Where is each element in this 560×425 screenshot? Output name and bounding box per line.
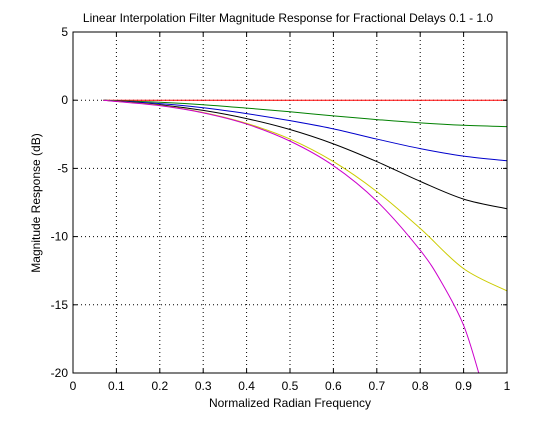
plot-area — [73, 32, 507, 373]
y-tick-label: 5 — [61, 25, 68, 39]
x-tick-label: 0.2 — [151, 379, 168, 393]
series-line-3 — [103, 99, 508, 162]
x-tick-label: 1 — [504, 379, 511, 393]
y-axis-label: Magnitude Response (dB) — [29, 133, 43, 272]
x-tick-label: 0.7 — [368, 379, 385, 393]
x-axis-label: Normalized Radian Frequency — [209, 396, 371, 410]
x-tick-label: 0.9 — [455, 379, 472, 393]
x-tick-label: 0.4 — [238, 379, 255, 393]
y-tick-label: -15 — [51, 298, 69, 312]
x-tick-label: 0 — [70, 379, 77, 393]
x-tick-label: 0.3 — [195, 379, 212, 393]
series-line-6 — [103, 99, 480, 374]
y-tick-label: -20 — [51, 366, 69, 380]
y-tick-label: -5 — [57, 161, 68, 175]
series-group — [103, 99, 508, 374]
y-tick-label: -10 — [51, 230, 69, 244]
x-tick-labels: 0 0.1 0.2 0.3 0.4 0.5 0.6 0.7 0.8 0.9 1 — [70, 379, 511, 393]
ticks — [72, 31, 508, 374]
x-tick-label: 0.6 — [325, 379, 342, 393]
x-tick-label: 0.1 — [108, 379, 125, 393]
chart-title: Linear Interpolation Filter Magnitude Re… — [83, 11, 494, 25]
y-tick-label: 0 — [61, 93, 68, 107]
y-tick-labels: 5 0 -5 -10 -15 -20 — [51, 25, 69, 380]
x-tick-label: 0.8 — [412, 379, 429, 393]
x-tick-label: 0.5 — [282, 379, 299, 393]
series-line-2 — [103, 99, 508, 128]
